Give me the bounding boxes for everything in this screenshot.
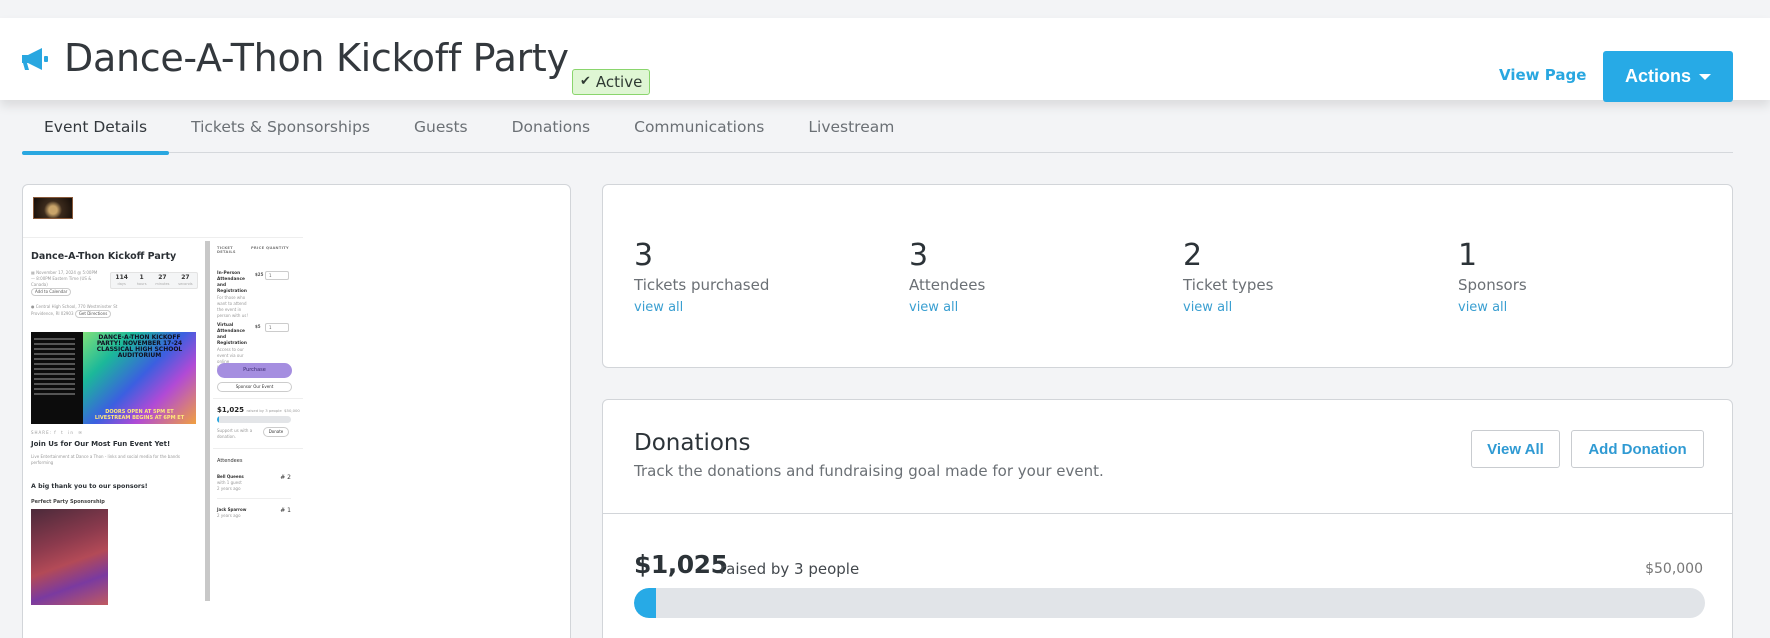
ticket-row: In-Person Attendance and Registration Fo… — [217, 271, 289, 319]
preview-event-date: ▦ November 17, 2024 @ 5:00PM — 8:00PM Ea… — [31, 270, 98, 296]
view-page-link[interactable]: View Page — [1499, 66, 1587, 84]
price-header: PRICE — [251, 246, 265, 250]
event-stats-card: 3 Tickets purchased view all 3 Attendees… — [602, 184, 1733, 368]
donations-raised-text: raised by 3 people — [720, 560, 860, 578]
add-donation-button[interactable]: Add Donation — [1571, 430, 1704, 468]
share-links: SHARE: f t in ✉ — [31, 430, 83, 435]
divider — [603, 513, 1732, 514]
countdown-timer: 114 days 1 hours 27 minutes 27 seconds — [110, 272, 198, 289]
view-all-ticket-types-link[interactable]: view all — [1183, 300, 1233, 315]
tab-communications[interactable]: Communications — [634, 118, 765, 136]
preview-heading: Join Us for Our Most Fun Event Yet! — [31, 440, 171, 448]
countdown-seconds: 27 seconds — [178, 273, 193, 286]
tab-guests[interactable]: Guests — [414, 118, 468, 136]
organization-logo — [33, 197, 73, 219]
event-poster-image: DANCE-A-THON KICKOFF PARTY! NOVEMBER 17-… — [31, 332, 196, 424]
quantity-header: QUANTITY — [266, 246, 289, 250]
view-all-sponsors-link[interactable]: view all — [1458, 300, 1508, 315]
status-badge: ✔ Active — [572, 69, 651, 95]
preview-main-column: Dance-A-Thon Kickoff Party ▦ November 17… — [23, 238, 203, 638]
sponsor-event-button[interactable]: Sponsor Our Event — [217, 382, 292, 392]
calendar-icon: ▦ — [31, 270, 37, 275]
stat-value: 3 — [634, 238, 654, 273]
divider — [213, 448, 303, 449]
donations-progress-bar — [634, 588, 1705, 618]
quantity-select[interactable]: 1 — [265, 271, 289, 280]
add-to-calendar-button[interactable]: Add to Calendar — [31, 288, 72, 296]
stat-label: Attendees — [909, 276, 986, 294]
donations-title: Donations — [634, 430, 751, 456]
preview-raised: $1,025 raised by 3 people $50,000 — [217, 406, 300, 414]
poster-footer: DOORS OPEN AT 5PM ET LIVESTREAM BEGINS A… — [94, 409, 185, 421]
donate-button[interactable]: Donate — [263, 427, 289, 437]
status-badge-label: Active — [595, 73, 643, 91]
support-text: Support us with a donation. — [217, 428, 253, 439]
sponsors-heading: A big thank you to our sponsors! — [31, 483, 148, 490]
countdown-hours: 1 hours — [136, 273, 147, 286]
divider — [23, 237, 303, 238]
view-all-tickets-link[interactable]: view all — [634, 300, 684, 315]
stat-label: Sponsors — [1458, 276, 1527, 294]
purchase-button[interactable]: Purchase — [217, 363, 292, 378]
preview-progress-bar — [217, 416, 291, 423]
poster-headline: DANCE-A-THON KICKOFF PARTY! NOVEMBER 17-… — [96, 334, 183, 359]
get-directions-button[interactable]: Get Directions — [74, 310, 112, 318]
actions-dropdown-button[interactable]: Actions — [1603, 51, 1733, 102]
preview-event-title: Dance-A-Thon Kickoff Party — [31, 251, 177, 262]
tab-bar: Event Details Tickets & Sponsorships Gue… — [22, 100, 1733, 155]
page-title: Dance-A-Thon Kickoff Party — [64, 36, 569, 80]
stat-value: 2 — [1183, 238, 1203, 273]
event-page-preview[interactable]: Dance-A-Thon Kickoff Party ▦ November 17… — [22, 184, 571, 638]
tab-donations[interactable]: Donations — [511, 118, 591, 136]
preview-description: Live Entertainment at Dance a Thon - lin… — [31, 454, 180, 465]
donations-progress-fill — [634, 588, 656, 618]
attendee-item: Bell Queens with 1 guest 2 years ago # 2 — [217, 474, 291, 491]
countdown-minutes: 27 minutes — [155, 273, 170, 286]
actions-label: Actions — [1624, 66, 1691, 86]
divider — [217, 498, 291, 499]
sponsorship-name: Perfect Party Sponsorship — [31, 499, 105, 505]
stat-sponsors: 1 Sponsors view all — [1458, 239, 1678, 316]
stat-ticket-types: 2 Ticket types view all — [1183, 239, 1403, 316]
view-all-donations-button[interactable]: View All — [1471, 430, 1560, 468]
stat-value: 1 — [1458, 238, 1478, 273]
preview-event-location: ● Central High School, 770 Westminster S… — [31, 304, 118, 318]
divider — [213, 398, 303, 399]
stat-attendees: 3 Attendees view all — [909, 239, 1129, 316]
page-header: Dance-A-Thon Kickoff Party ✔ Active View… — [0, 18, 1770, 102]
quantity-select[interactable]: 1 — [265, 323, 289, 332]
tab-tickets-sponsorships[interactable]: Tickets & Sponsorships — [191, 118, 370, 136]
ticket-details-header: TICKET DETAILS — [217, 246, 236, 254]
donations-subtitle: Track the donations and fundraising goal… — [634, 462, 1104, 480]
stat-label: Tickets purchased — [634, 276, 770, 294]
countdown-days: 114 days — [115, 273, 128, 286]
preview-sidebar-column: TICKET DETAILS PRICE QUANTITY In-Person … — [213, 238, 303, 638]
sponsor-image — [31, 509, 108, 605]
donations-card: Donations Track the donations and fundra… — [602, 399, 1733, 638]
tab-livestream[interactable]: Livestream — [808, 118, 895, 136]
tab-event-details[interactable]: Event Details — [22, 100, 170, 155]
attendee-item: Jack Sparrow 2 years ago # 1 — [217, 507, 291, 518]
megaphone-icon — [22, 48, 48, 70]
attendees-heading: Attendees — [217, 458, 243, 464]
stat-value: 3 — [909, 238, 929, 273]
donations-raised-amount: $1,025 — [634, 550, 728, 579]
map-pin-icon: ● — [31, 304, 36, 309]
check-icon: ✔ — [580, 74, 591, 89]
stat-label: Ticket types — [1183, 276, 1274, 294]
stat-tickets-purchased: 3 Tickets purchased view all — [634, 239, 854, 316]
caret-down-icon — [1699, 73, 1711, 80]
view-all-attendees-link[interactable]: view all — [909, 300, 959, 315]
donations-goal: $50,000 — [1645, 561, 1703, 577]
preview-scrollbar[interactable] — [205, 241, 210, 601]
